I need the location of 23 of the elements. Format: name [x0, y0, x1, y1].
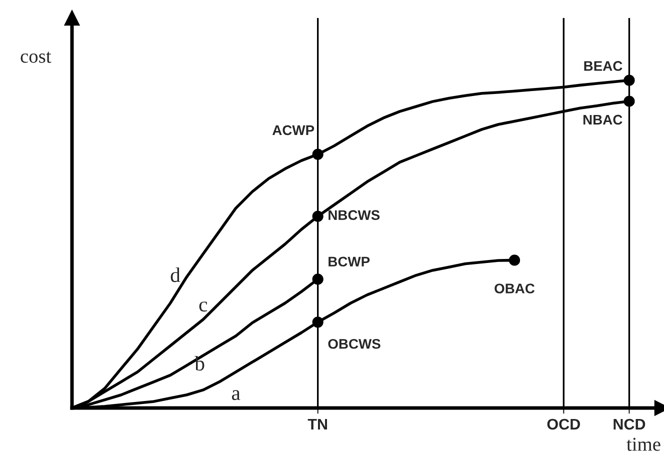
point — [312, 316, 324, 328]
annotation: NBAC — [583, 114, 622, 125]
point — [312, 210, 324, 222]
annotation: NBCWS — [328, 210, 380, 220]
series-label: b — [194, 356, 204, 371]
x-tick-label: OCD — [547, 418, 580, 430]
point — [312, 274, 324, 285]
point — [624, 74, 635, 86]
series-label: a — [232, 390, 240, 400]
annotation: OBAC — [494, 284, 535, 294]
annotation: BEAC — [584, 61, 622, 71]
annotation: OBCWS — [328, 338, 380, 349]
series-label: d — [170, 267, 180, 282]
x-tick-label: TN — [308, 418, 327, 430]
y-axis-title: cost — [20, 52, 52, 63]
point — [508, 254, 520, 266]
series-label: c — [199, 302, 208, 312]
x-axis-title: time — [626, 438, 660, 451]
point — [312, 148, 324, 160]
annotation: ACWP — [272, 125, 314, 136]
point — [624, 96, 635, 107]
annotation: BCWP — [328, 256, 370, 267]
x-tick-label: NCD — [614, 418, 646, 430]
